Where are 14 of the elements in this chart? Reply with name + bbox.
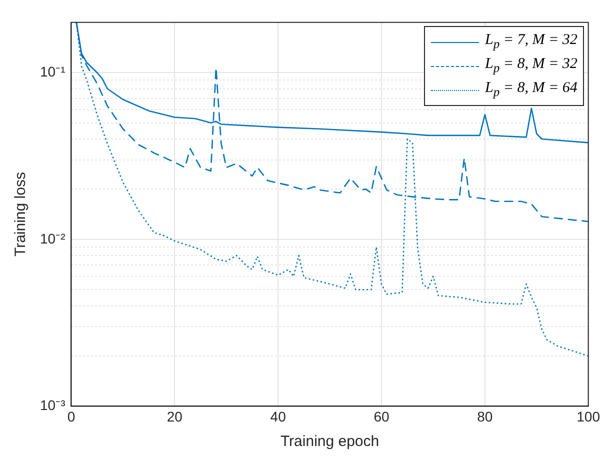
- x-tick-label: 60: [374, 408, 390, 424]
- x-tick-label: 40: [270, 408, 286, 424]
- x-tick-label: 20: [166, 408, 183, 424]
- x-axis-title: Training epoch: [280, 433, 380, 450]
- y-tick-label: 10⁻¹: [40, 63, 66, 80]
- x-tick-label: 80: [477, 408, 493, 424]
- legend-label: L$_{p}$ = 7, M = 32: [484, 31, 578, 54]
- y-tick-label: 10⁻³: [40, 397, 66, 414]
- y-axis-title: Training loss: [12, 172, 30, 257]
- y-tick-label: 10⁻²: [40, 230, 66, 246]
- legend-label: L$_{p}$ = 8, M = 32: [484, 55, 578, 78]
- x-tick-label: 0: [67, 408, 76, 424]
- x-tick-label: 100: [576, 408, 600, 424]
- legend-label: L$_{p}$ = 8, M = 64: [484, 79, 578, 102]
